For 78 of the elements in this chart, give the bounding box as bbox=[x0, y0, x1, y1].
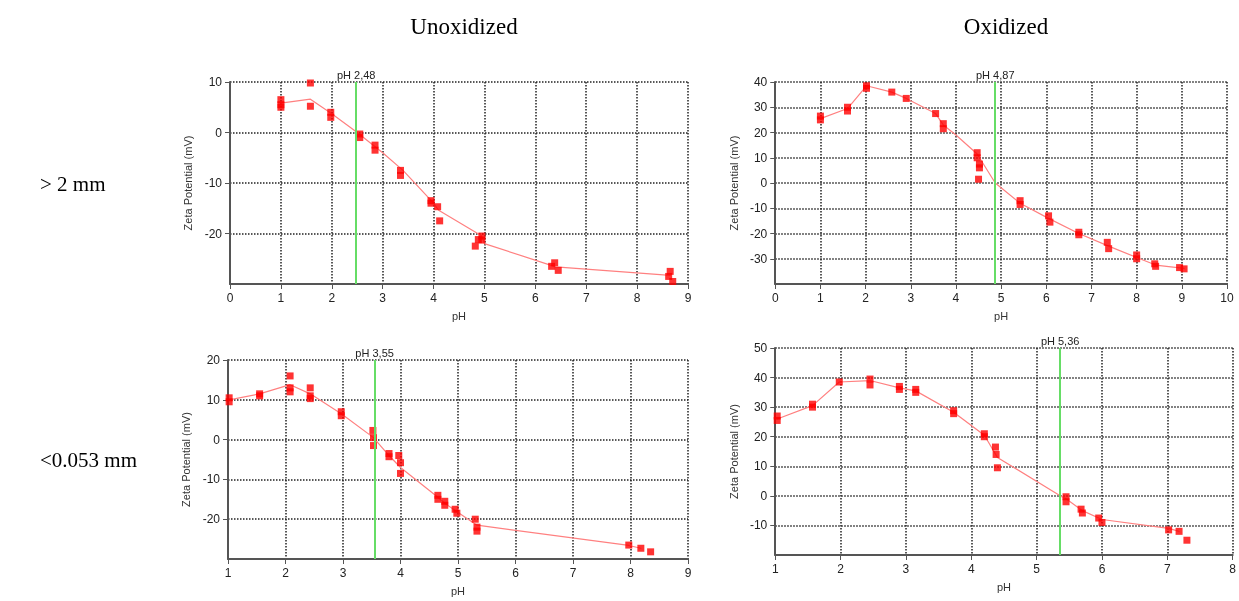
x-tick-label: 10 bbox=[1220, 291, 1234, 305]
ref-line-label: pH 2,48 bbox=[336, 68, 376, 81]
x-tick-label: 5 bbox=[454, 566, 462, 580]
x-tick-label: 6 bbox=[1042, 291, 1050, 305]
x-axis-title: pH bbox=[450, 584, 466, 597]
y-tick-label: 20 bbox=[753, 125, 768, 140]
x-tick-label: 1 bbox=[224, 566, 232, 580]
y-tick-label: -10 bbox=[202, 472, 221, 487]
x-tick-label: 2 bbox=[837, 562, 845, 576]
chart-title: Unoxidized bbox=[410, 14, 519, 39]
x-tick-label: 3 bbox=[379, 291, 387, 305]
x-tick-label: 9 bbox=[1178, 291, 1186, 305]
x-tick-label: 8 bbox=[633, 291, 641, 305]
x-axis-title: pH bbox=[451, 309, 467, 322]
y-tick-label: -30 bbox=[749, 251, 768, 266]
y-tick-label: 0 bbox=[760, 488, 768, 503]
x-tick-label: 7 bbox=[1088, 291, 1096, 305]
text: > 2 mm bbox=[40, 171, 106, 196]
x-tick-label: 6 bbox=[1098, 562, 1106, 576]
x-tick-label: 5 bbox=[481, 291, 489, 305]
x-tick-label: 0 bbox=[771, 291, 779, 305]
x-tick-label: 0 bbox=[226, 291, 234, 305]
y-tick-label: -10 bbox=[204, 176, 223, 190]
x-tick-label: 2 bbox=[862, 291, 870, 305]
ref-line-label: pH 4,87 bbox=[975, 68, 1015, 81]
x-tick-label: 8 bbox=[1133, 291, 1141, 305]
chart-title: Oxidized bbox=[963, 14, 1049, 39]
x-axis-title: pH bbox=[996, 580, 1012, 593]
x-tick-label: 8 bbox=[1229, 562, 1237, 576]
y-tick-label: 10 bbox=[206, 392, 221, 407]
x-tick-label: 1 bbox=[277, 291, 285, 305]
y-tick-label: 20 bbox=[753, 429, 768, 444]
x-tick-label: 5 bbox=[1033, 562, 1041, 576]
x-tick-label: 7 bbox=[582, 291, 590, 305]
y-tick-label: 50 bbox=[753, 341, 768, 355]
y-tick-label: 0 bbox=[215, 125, 223, 140]
y-axis-title: Zeta Potential (mV) bbox=[727, 404, 740, 499]
y-tick-label: 40 bbox=[753, 370, 768, 385]
x-tick-label: 1 bbox=[817, 291, 825, 305]
y-axis-title: Zeta Potential (mV) bbox=[727, 135, 740, 231]
x-tick-label: 3 bbox=[907, 291, 915, 305]
y-tick-label: -10 bbox=[749, 518, 768, 533]
x-tick-label: 9 bbox=[684, 566, 692, 580]
y-tick-label: -20 bbox=[202, 512, 221, 527]
y-tick-label: 10 bbox=[753, 150, 768, 165]
y-axis-title: Zeta Potential (mV) bbox=[180, 412, 193, 507]
y-tick-label: 0 bbox=[760, 176, 768, 190]
y-tick-label: 20 bbox=[206, 353, 221, 367]
ref-line-label: pH 3,55 bbox=[355, 346, 394, 359]
y-tick-label: 10 bbox=[208, 75, 223, 89]
x-tick-label: 9 bbox=[684, 291, 692, 305]
x-axis-title: pH bbox=[994, 309, 1009, 322]
x-tick-label: 4 bbox=[397, 566, 405, 580]
ref-line-label: pH 5,36 bbox=[1040, 334, 1080, 347]
x-tick-label: 3 bbox=[902, 562, 910, 576]
x-tick-label: 4 bbox=[967, 562, 975, 576]
text: <0.053 mm bbox=[40, 448, 138, 472]
y-tick-label: 0 bbox=[213, 432, 221, 447]
x-tick-label: 7 bbox=[569, 566, 577, 580]
x-tick-label: 2 bbox=[328, 291, 336, 305]
x-tick-label: 5 bbox=[997, 291, 1005, 305]
y-tick-label: 10 bbox=[753, 459, 768, 474]
y-tick-label: 40 bbox=[753, 75, 768, 89]
y-axis-title: Zeta Potential (mV) bbox=[182, 135, 195, 231]
x-tick-label: 1 bbox=[771, 562, 779, 576]
x-tick-label: 4 bbox=[430, 291, 438, 305]
x-tick-label: 6 bbox=[512, 566, 520, 580]
x-tick-label: 4 bbox=[952, 291, 960, 305]
x-tick-label: 8 bbox=[627, 566, 635, 580]
y-tick-label: -20 bbox=[749, 226, 768, 241]
x-tick-label: 7 bbox=[1163, 562, 1171, 576]
y-tick-label: 30 bbox=[753, 100, 768, 115]
x-tick-label: 2 bbox=[282, 566, 290, 580]
y-tick-label: -20 bbox=[204, 226, 223, 241]
x-tick-label: 6 bbox=[531, 291, 539, 305]
y-tick-label: -10 bbox=[749, 201, 768, 216]
y-tick-label: 30 bbox=[753, 400, 768, 415]
x-tick-label: 3 bbox=[339, 566, 347, 580]
